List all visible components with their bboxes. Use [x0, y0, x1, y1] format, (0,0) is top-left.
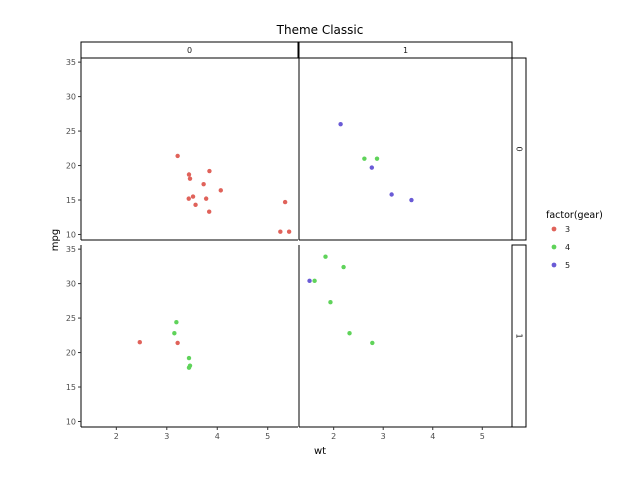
legend-key-3	[551, 226, 557, 232]
data-point	[341, 264, 346, 270]
data-point	[187, 176, 193, 181]
legend-entry-3: 3	[565, 225, 570, 234]
legend-entry-5: 5	[565, 261, 570, 270]
data-point	[201, 181, 206, 187]
facet-strip-col-1	[298, 41, 513, 59]
x-tick-label: 3	[381, 432, 386, 441]
x-tick-label: 4	[430, 432, 435, 441]
data-point	[193, 202, 198, 208]
data-point	[175, 340, 180, 346]
y-tick-label: 35	[66, 245, 76, 254]
legend-entry-4: 4	[565, 243, 570, 252]
x-tick-label: 4	[215, 432, 220, 441]
data-point	[347, 331, 352, 336]
data-point	[137, 340, 142, 345]
facet-strip-col-0	[80, 41, 299, 59]
legend-key-5	[551, 262, 557, 268]
data-point	[172, 331, 177, 336]
y-tick-label: 15	[66, 383, 76, 392]
data-point	[186, 172, 192, 177]
data-point	[362, 156, 367, 161]
y-tick-label: 15	[66, 196, 76, 205]
x-tick-label: 5	[480, 432, 485, 441]
data-point	[374, 156, 380, 161]
data-point	[206, 209, 212, 214]
panel-1-0	[298, 58, 512, 241]
y-tick-label: 35	[66, 58, 76, 67]
y-tick-label: 25	[66, 127, 76, 136]
data-point	[369, 165, 375, 170]
data-point	[389, 192, 394, 197]
x-tick-label: 2	[114, 432, 119, 441]
data-point	[207, 168, 212, 174]
x-tick-label: 5	[265, 432, 270, 441]
panel-1-1	[298, 245, 512, 428]
data-point	[203, 196, 209, 201]
chart-title: Theme Classic	[276, 23, 364, 37]
y-tick-label: 10	[66, 417, 76, 426]
data-point	[186, 196, 191, 201]
data-point	[286, 229, 292, 234]
y-tick-label: 30	[66, 280, 76, 289]
y-tick-label: 25	[66, 314, 76, 323]
y-tick-label: 20	[66, 162, 76, 171]
data-point	[307, 278, 312, 284]
data-point	[175, 153, 180, 159]
legend: factor(gear) 3 4 5	[546, 210, 603, 270]
facet-strip-row-1	[511, 244, 527, 428]
data-point	[190, 194, 196, 199]
y-tick-label: 10	[66, 230, 76, 239]
y-axis-title: mpg	[50, 229, 61, 251]
data-point	[278, 229, 283, 234]
panel-0-0	[80, 58, 298, 241]
data-point	[312, 278, 317, 284]
y-tick-label: 20	[66, 349, 76, 358]
data-point	[187, 363, 193, 368]
facet-strip-col-1-label: 1	[403, 46, 408, 55]
facet-strip-row-0-label: 0	[515, 146, 524, 151]
data-point	[338, 121, 343, 127]
y-tick-label: 30	[66, 93, 76, 102]
facet-strip-col-0-label: 0	[187, 46, 192, 55]
facet-strip-row-0	[511, 57, 527, 241]
data-point	[186, 355, 192, 361]
x-tick-label: 3	[164, 432, 169, 441]
x-axis-title: wt	[314, 446, 326, 457]
data-point	[323, 254, 328, 259]
data-point	[218, 188, 223, 193]
data-point	[174, 320, 179, 325]
legend-key-4	[551, 244, 557, 250]
facet-strip-row-1-label: 1	[515, 333, 524, 338]
panel-0-1	[80, 245, 298, 428]
x-tick-label: 2	[331, 432, 336, 441]
data-point	[409, 197, 414, 203]
data-point	[370, 340, 375, 346]
data-point	[328, 300, 333, 305]
legend-title: factor(gear)	[546, 210, 603, 221]
data-point	[282, 199, 288, 205]
